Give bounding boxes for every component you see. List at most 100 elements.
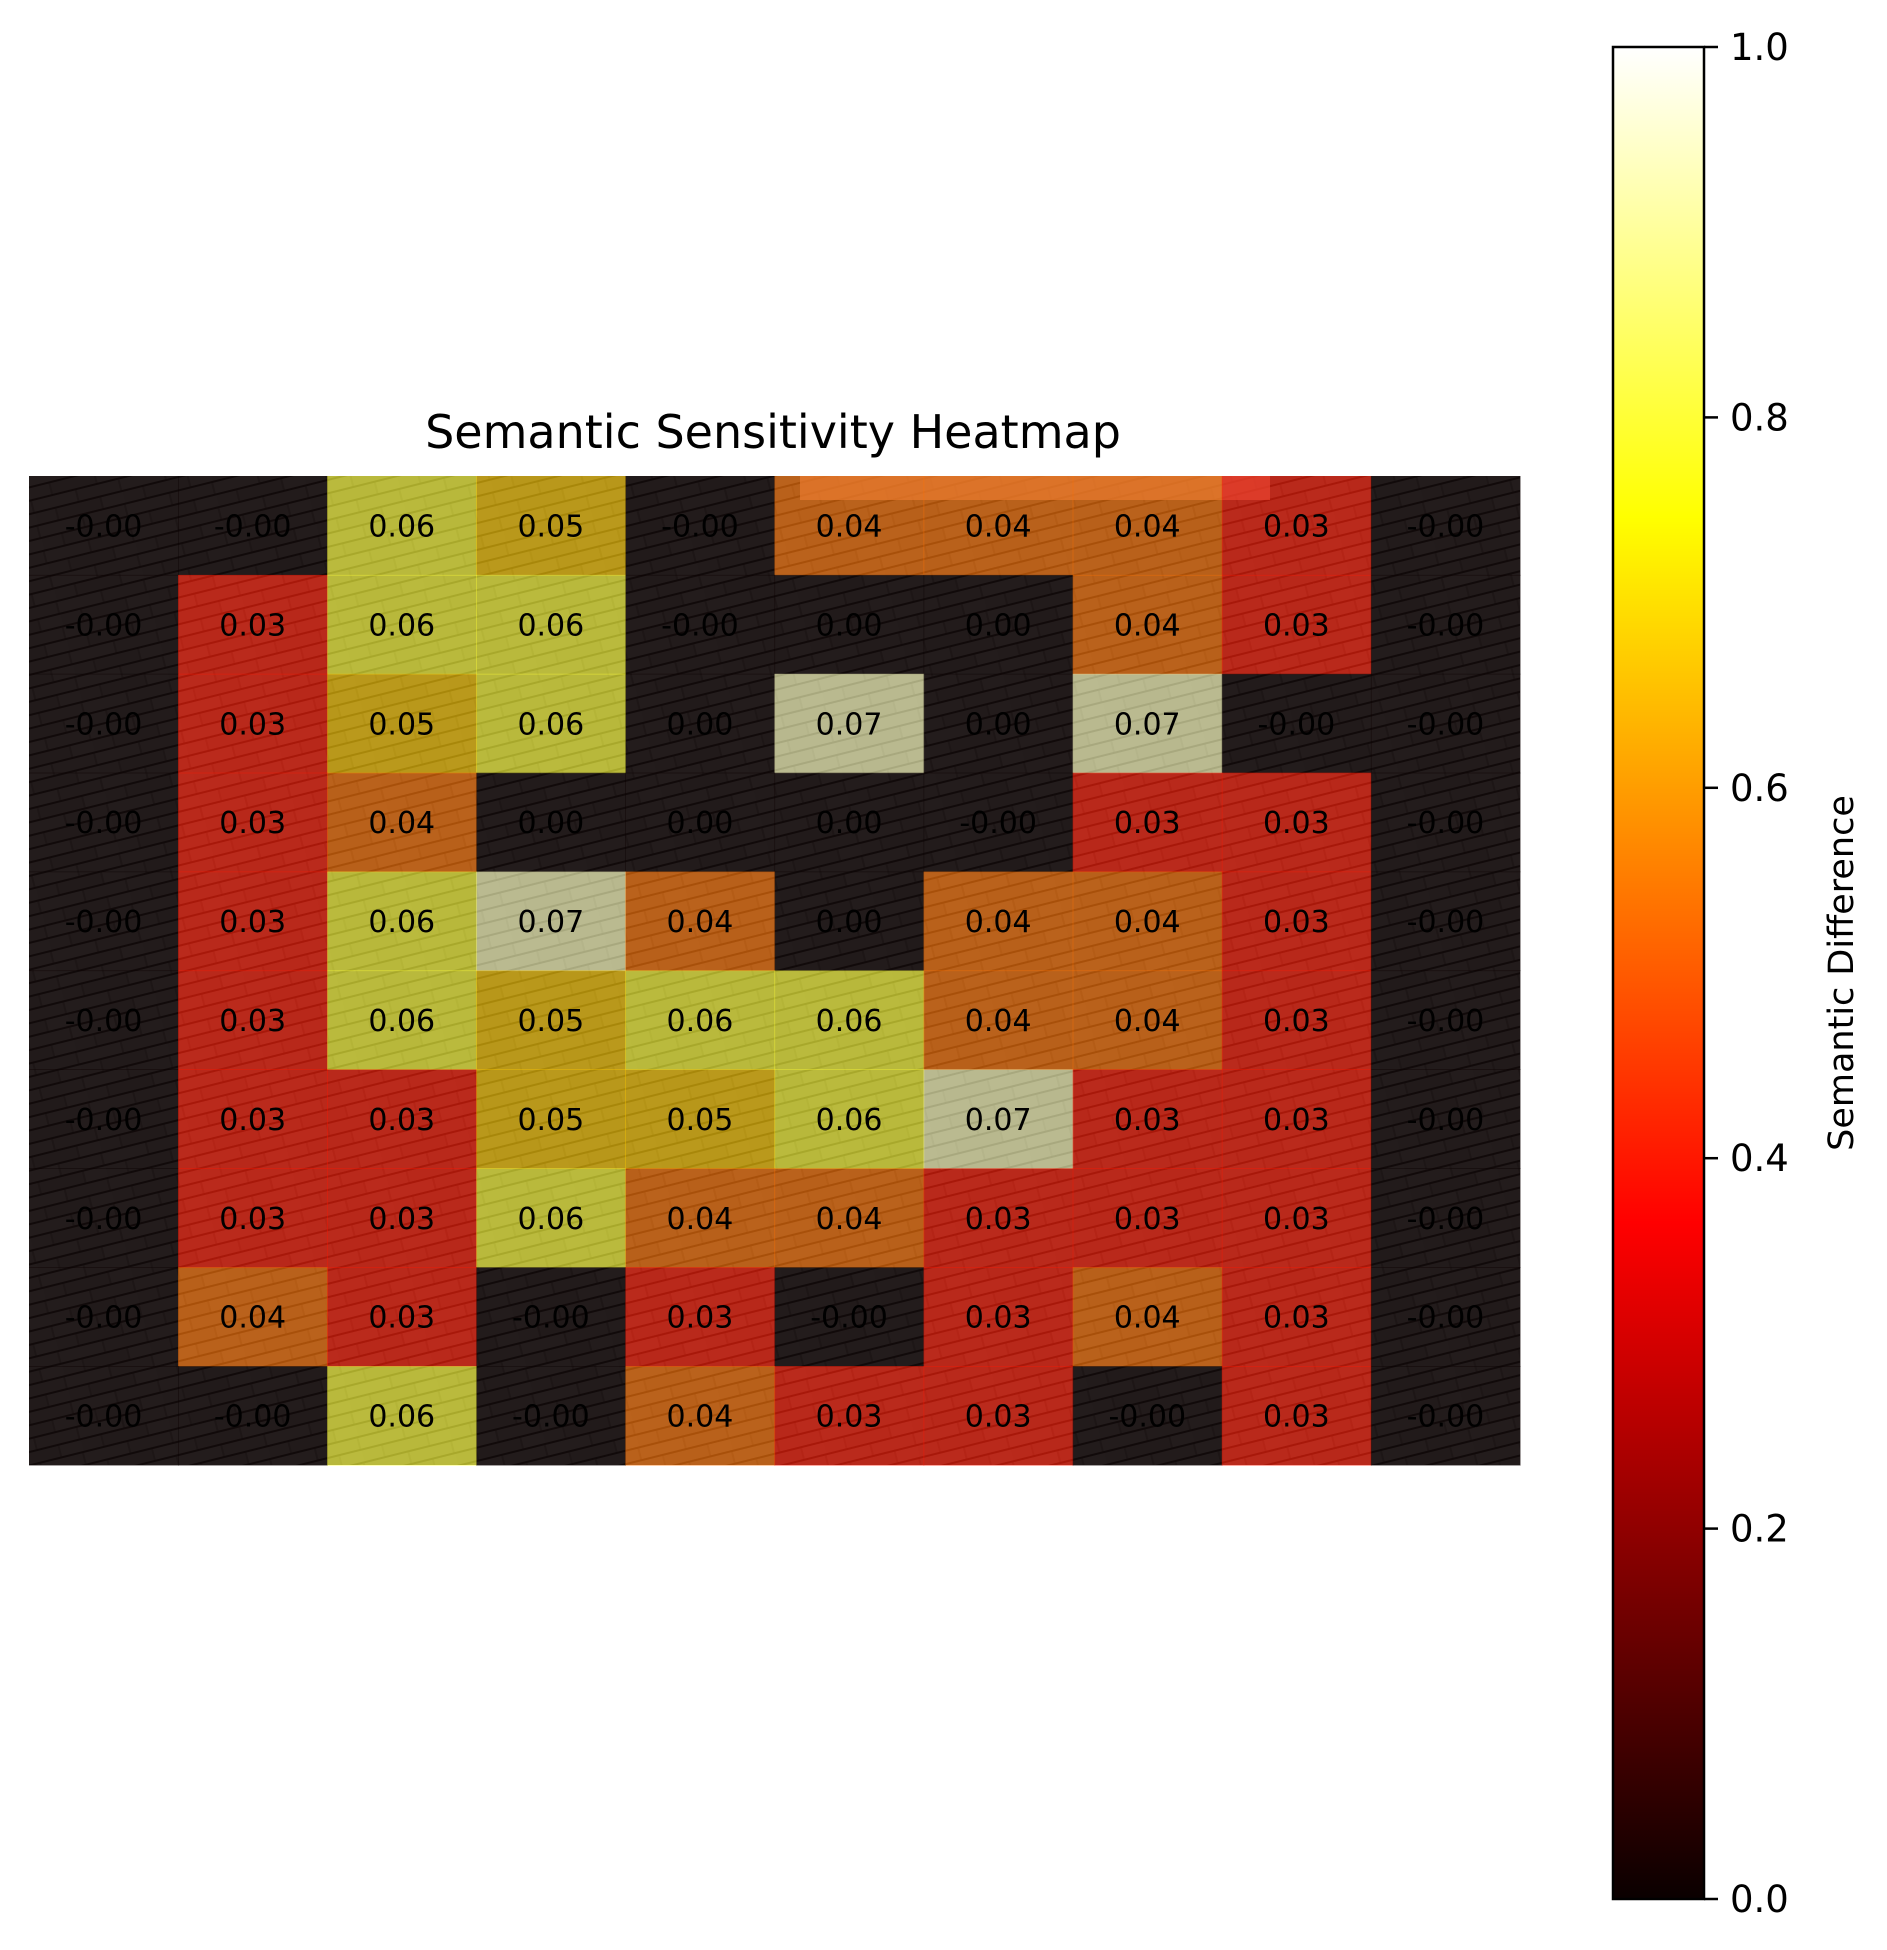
heatmap-cell [625,871,776,972]
cell-value-label: 0.07 [965,1103,1032,1138]
heatmap-cell [1370,1168,1521,1268]
colorbar-tick-label: 0.0 [1730,1878,1789,1921]
cell-value-label: -0.00 [65,806,143,841]
heatmap-cell [1370,1366,1521,1466]
cell-value-label: 0.03 [1263,608,1330,643]
heatmap-cell [923,1168,1074,1268]
cell-value-label: -0.00 [661,608,739,643]
cell-value-label: 0.06 [517,707,584,742]
colorbar-label: Semantic Difference [1822,795,1862,1151]
colorbar-tick-label: 1.0 [1730,26,1789,69]
heatmap-cell [1221,772,1372,873]
heatmap-cell [29,476,179,576]
heatmap-cell [774,1168,925,1268]
heatmap-cell [625,970,776,1070]
cell-value-label: -0.00 [1407,1202,1485,1237]
cell-value-label: 0.04 [1114,608,1181,643]
cell-value-label: -0.00 [1407,905,1485,940]
cell-value-label: 0.03 [368,1103,435,1138]
cell-value-label: -0.00 [1407,509,1485,544]
cell-value-label: -0.00 [959,806,1037,841]
heatmap-cell [774,574,925,675]
heatmap-cell [1221,1168,1372,1268]
heatmap-cell [1221,574,1372,675]
cell-value-label: 0.06 [816,1103,883,1138]
cell-value-label: -0.00 [1407,1103,1485,1138]
heatmap-cell [625,673,776,774]
heatmap-cell [178,1069,328,1169]
heatmap-cell [29,871,179,972]
heatmap-cell [178,574,328,675]
cell-value-label: 0.03 [1114,1103,1181,1138]
cell-value-label: 0.03 [219,1202,286,1237]
heatmap-cell [178,673,328,774]
cell-value-label: 0.03 [219,608,286,643]
heatmap-cell [1072,476,1223,576]
cell-value-label: -0.00 [1407,806,1485,841]
heatmap-cell [774,1267,925,1367]
colorbar-tick-label: 0.2 [1730,1508,1789,1551]
cell-value-label: 0.06 [368,509,435,544]
colorbar-tick-label: 0.4 [1730,1137,1789,1180]
cell-value-label: 0.03 [368,1301,435,1336]
cell-value-label: 0.03 [1263,1301,1330,1336]
cell-value-label: -0.00 [1407,1301,1485,1336]
heatmap-cell [774,970,925,1070]
cell-value-label: -0.00 [661,509,739,544]
cell-value-label: 0.04 [965,905,1032,940]
heatmap-cell [923,1069,1074,1169]
cell-value-label: -0.00 [512,1400,590,1435]
cell-value-label: 0.03 [667,1301,734,1336]
heatmap-cell [327,1366,477,1466]
heatmap-cell [923,970,1074,1070]
heatmap-cell [327,1069,477,1169]
heatmap-cell [774,673,925,774]
cell-value-label: -0.00 [65,509,143,544]
cell-value-label: -0.00 [810,1301,888,1336]
cell-value-label: 0.03 [816,1400,883,1435]
cell-value-label: -0.00 [1407,608,1485,643]
heatmap-cell [1072,574,1223,675]
cell-value-label: -0.00 [65,608,143,643]
heatmap-cell [923,772,1074,873]
cell-value-label: 0.00 [965,707,1032,742]
heatmap-cell [29,772,179,873]
cell-value-label: -0.00 [65,707,143,742]
cell-value-label: 0.04 [1114,1004,1181,1039]
heatmap-cell [327,476,477,576]
heatmap-cell [1221,1267,1372,1367]
cell-value-label: 0.06 [368,905,435,940]
cell-value-label: 0.03 [1263,1103,1330,1138]
heatmap-cell [774,476,925,576]
cell-value-label: 0.03 [1263,905,1330,940]
cell-value-label: 0.04 [219,1301,286,1336]
cell-value-label: 0.03 [368,1202,435,1237]
heatmap-cell [178,1366,328,1466]
heatmap-cell [476,574,626,675]
heatmap-cell [1072,970,1223,1070]
heatmap-cell [178,476,328,576]
cell-value-label: -0.00 [65,1202,143,1237]
cell-value-label: -0.00 [65,1103,143,1138]
heatmap-cell [476,970,626,1070]
heatmap-cell [625,1069,776,1169]
heatmap-cell [625,476,776,576]
cell-value-label: 0.03 [219,905,286,940]
heatmap-cell [625,1168,776,1268]
heatmap-cell [923,574,1074,675]
cell-value-label: 0.03 [219,806,286,841]
cell-value-label: 0.07 [1114,707,1181,742]
heatmap-cell [1072,673,1223,774]
colorbar: 0.0 0.2 0.4 0.6 0.8 1.0 Semantic Difference [1611,26,1862,1921]
heatmap-cell [1221,673,1372,774]
heatmap-cell [774,772,925,873]
heatmap-cell [1221,970,1372,1070]
cell-value-label: -0.00 [65,905,143,940]
heatmap-cell [923,871,1074,972]
heatmap-cell [29,1267,179,1367]
cell-value-label: 0.04 [965,509,1032,544]
cell-value-label: -0.00 [1407,707,1485,742]
cell-value-label: 0.04 [816,1202,883,1237]
heatmap-cell [774,1366,925,1466]
cell-value-label: 0.05 [517,1103,584,1138]
